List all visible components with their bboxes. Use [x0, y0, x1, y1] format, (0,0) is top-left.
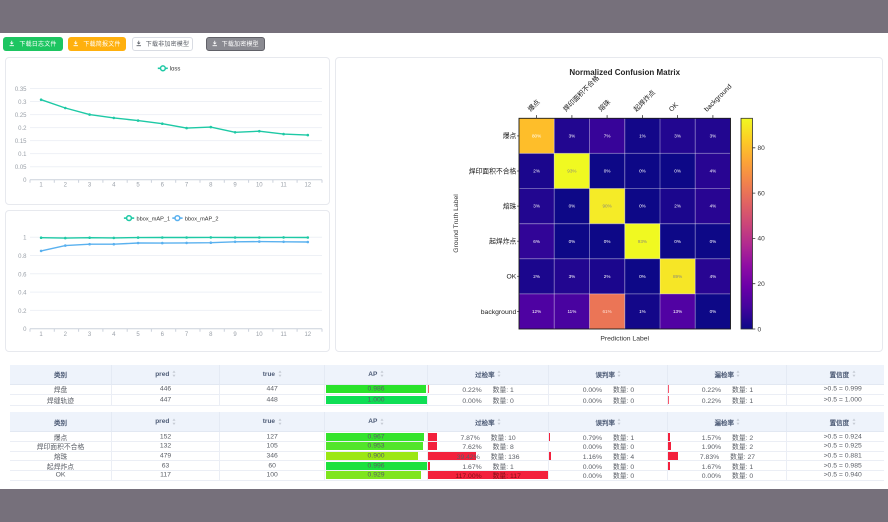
svg-text:90%: 90% [602, 204, 611, 209]
svg-text:3%: 3% [533, 204, 540, 209]
svg-text:80%: 80% [532, 134, 541, 139]
svg-text:4%: 4% [710, 169, 717, 174]
svg-text:熔珠: 熔珠 [503, 201, 517, 210]
svg-text:background: background [703, 83, 733, 113]
svg-text:0.1: 0.1 [18, 152, 27, 158]
svg-text:2%: 2% [604, 274, 611, 279]
svg-text:9: 9 [233, 332, 237, 338]
svg-text:Prediction Label: Prediction Label [600, 336, 649, 343]
svg-text:爆点: 爆点 [526, 97, 542, 113]
svg-text:4%: 4% [710, 204, 717, 209]
svg-text:10: 10 [256, 183, 263, 189]
svg-text:0.8: 0.8 [18, 254, 27, 260]
svg-text:61%: 61% [602, 309, 611, 314]
svg-text:3: 3 [88, 332, 92, 338]
svg-text:93%: 93% [567, 169, 576, 174]
svg-text:13%: 13% [673, 309, 682, 314]
svg-text:2%: 2% [533, 169, 540, 174]
svg-text:0: 0 [23, 327, 27, 333]
svg-text:熔珠: 熔珠 [596, 97, 612, 113]
svg-text:6%: 6% [533, 239, 540, 244]
svg-text:3%: 3% [569, 134, 576, 139]
svg-text:0.2: 0.2 [18, 126, 27, 132]
svg-text:0%: 0% [569, 239, 576, 244]
svg-text:89%: 89% [673, 274, 682, 279]
svg-text:焊印面积不合格: 焊印面积不合格 [561, 73, 601, 113]
svg-text:4%: 4% [710, 274, 717, 279]
svg-text:5: 5 [136, 332, 140, 338]
svg-text:1: 1 [39, 332, 43, 338]
svg-text:background: background [481, 309, 517, 316]
svg-text:bbox_mAP_2: bbox_mAP_2 [185, 216, 219, 222]
svg-text:3%: 3% [569, 274, 576, 279]
svg-text:20: 20 [758, 281, 766, 288]
svg-text:8: 8 [209, 183, 213, 189]
svg-text:0.25: 0.25 [15, 113, 27, 119]
svg-text:起焊炸点: 起焊炸点 [489, 237, 516, 246]
svg-text:0%: 0% [639, 169, 646, 174]
svg-text:焊印面积不合格: 焊印面积不合格 [469, 166, 517, 175]
svg-text:0.2: 0.2 [18, 309, 27, 315]
svg-text:0%: 0% [710, 239, 717, 244]
svg-text:11%: 11% [567, 309, 576, 314]
svg-text:0: 0 [758, 326, 762, 333]
svg-text:11: 11 [280, 183, 287, 189]
svg-text:7: 7 [185, 183, 189, 189]
svg-text:80: 80 [758, 145, 766, 152]
svg-text:0%: 0% [639, 274, 646, 279]
svg-text:4: 4 [112, 183, 116, 189]
svg-text:bbox_mAP_1: bbox_mAP_1 [137, 216, 171, 222]
svg-text:0%: 0% [604, 169, 611, 174]
svg-text:0%: 0% [674, 239, 681, 244]
svg-text:0.15: 0.15 [15, 139, 27, 145]
svg-text:60: 60 [758, 190, 766, 197]
svg-text:3%: 3% [674, 134, 681, 139]
svg-text:0%: 0% [604, 239, 611, 244]
svg-text:loss: loss [170, 66, 181, 72]
svg-text:0%: 0% [569, 204, 576, 209]
svg-text:Ground Truth Label: Ground Truth Label [453, 194, 460, 253]
svg-text:0.3: 0.3 [18, 100, 27, 106]
svg-text:OK: OK [668, 101, 680, 113]
svg-text:6: 6 [161, 332, 165, 338]
svg-text:0%: 0% [674, 169, 681, 174]
svg-text:1%: 1% [639, 309, 646, 314]
svg-text:12%: 12% [532, 309, 541, 314]
svg-text:8: 8 [209, 332, 213, 338]
svg-text:11: 11 [280, 332, 287, 338]
svg-text:93%: 93% [638, 239, 647, 244]
svg-text:5: 5 [136, 183, 140, 189]
svg-text:7%: 7% [604, 134, 611, 139]
svg-text:12: 12 [304, 183, 311, 189]
svg-text:3%: 3% [710, 134, 717, 139]
svg-text:40: 40 [758, 236, 766, 243]
svg-text:起焊炸点: 起焊炸点 [631, 88, 657, 114]
svg-text:0.35: 0.35 [15, 87, 27, 93]
svg-text:2: 2 [64, 183, 68, 189]
svg-text:0.4: 0.4 [18, 291, 27, 297]
svg-text:OK: OK [506, 274, 516, 281]
svg-text:7: 7 [185, 332, 189, 338]
svg-text:12: 12 [304, 332, 311, 338]
svg-text:10: 10 [256, 332, 263, 338]
svg-text:2%: 2% [533, 274, 540, 279]
svg-text:3: 3 [88, 183, 92, 189]
svg-text:爆点: 爆点 [503, 131, 517, 140]
svg-text:1: 1 [39, 183, 43, 189]
svg-text:6: 6 [161, 183, 165, 189]
svg-text:4: 4 [112, 332, 116, 338]
svg-text:Normalized Confusion Matrix: Normalized Confusion Matrix [569, 68, 680, 77]
svg-text:1: 1 [23, 236, 27, 242]
svg-text:2%: 2% [674, 204, 681, 209]
svg-text:9: 9 [233, 183, 237, 189]
svg-text:0%: 0% [639, 204, 646, 209]
svg-text:0.6: 0.6 [18, 272, 27, 278]
svg-text:0.05: 0.05 [15, 165, 27, 171]
svg-text:0: 0 [23, 178, 27, 184]
svg-text:0%: 0% [710, 309, 717, 314]
svg-text:1%: 1% [639, 134, 646, 139]
svg-text:2: 2 [64, 332, 68, 338]
